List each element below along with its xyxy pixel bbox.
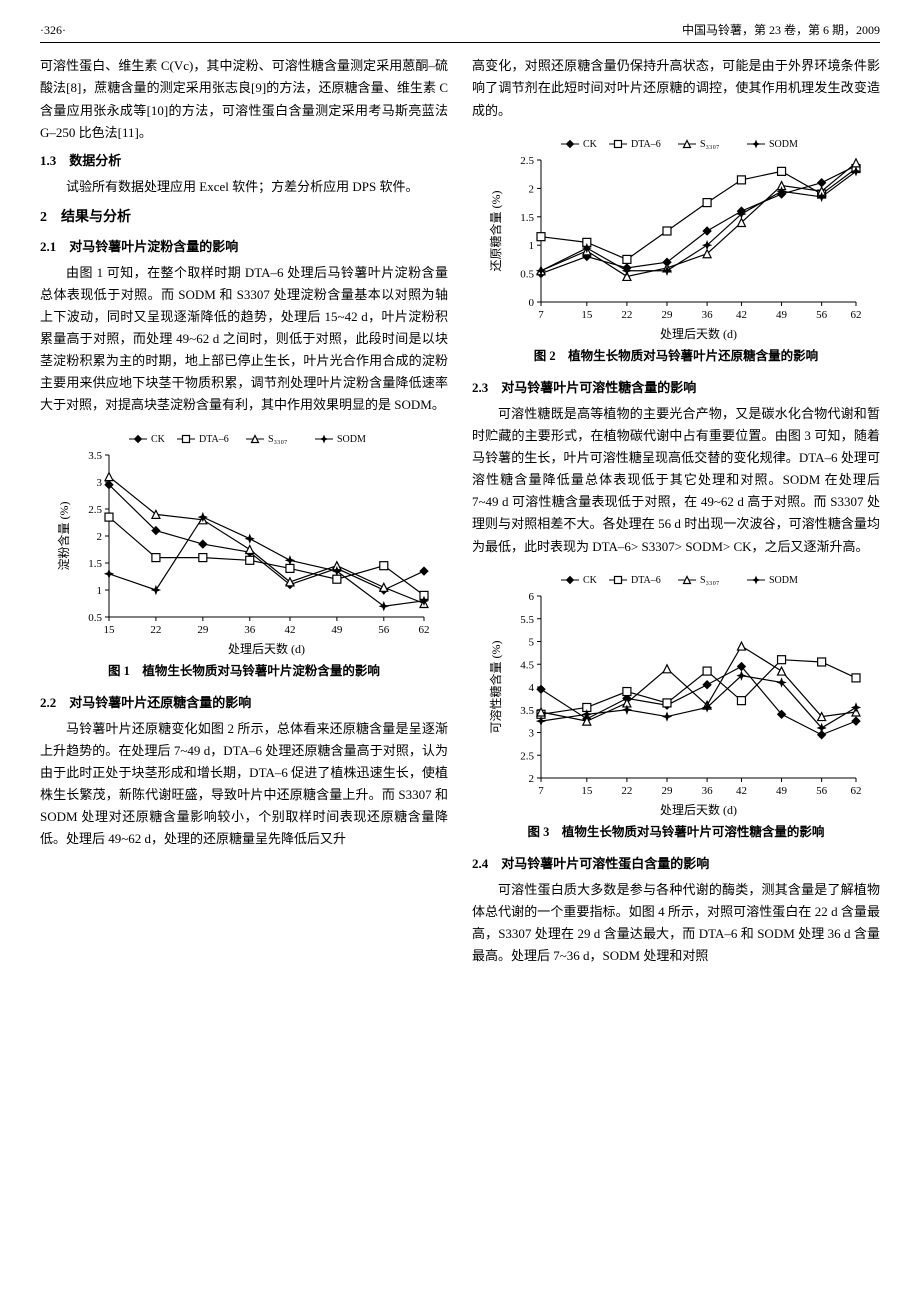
svg-text:56: 56 [378,624,390,636]
svg-text:15: 15 [581,309,593,321]
para: 可溶性蛋白质大多数是参与各种代谢的酶类，测其含量是了解植物体总代谢的一个重要指标… [472,879,880,967]
figure-2: CK DTA–6 S₃₃₀₇ SODM 0 0.5 1 1.5 2 2.5 7 15 22 29 36 42 4… [472,132,880,367]
svg-text:2: 2 [529,773,535,785]
svg-text:49: 49 [776,309,788,321]
svg-text:3.5: 3.5 [88,450,102,462]
svg-text:处理后天数 (d): 处理后天数 (d) [660,802,737,817]
svg-text:CK: CK [583,139,598,150]
svg-text:36: 36 [702,309,714,321]
fig2-caption: 图 2 植物生长物质对马铃薯叶片还原糖含量的影响 [472,346,880,367]
heading-2-4: 2.4 对马铃薯叶片可溶性蛋白含量的影响 [472,853,880,875]
para: 试验所有数据处理应用 Excel 软件；方差分析应用 DPS 软件。 [40,176,448,198]
page-header: ·326· 中国马铃薯，第 23 卷，第 6 期，2009 [40,20,880,43]
fig1-caption: 图 1 植物生长物质对马铃薯叶片淀粉含量的影响 [40,661,448,682]
svg-text:0.5: 0.5 [88,612,102,624]
svg-text:5.5: 5.5 [520,613,534,625]
svg-text:7: 7 [538,785,544,797]
right-column: 高变化，对照还原糖含量仍保持升高状态，可能是由于外界环境条件影响了调节剂在此短时… [472,55,880,969]
svg-text:还原糖含量 (%): 还原糖含量 (%) [488,190,503,271]
svg-text:7: 7 [538,309,544,321]
svg-text:36: 36 [244,624,256,636]
svg-text:淀粉含量 (%): 淀粉含量 (%) [56,501,71,570]
svg-text:42: 42 [736,309,747,321]
svg-text:29: 29 [197,624,209,636]
para: 可溶性糖既是高等植物的主要光合产物，又是碳水化合物代谢和暂时贮藏的主要形式，在植… [472,403,880,558]
svg-text:42: 42 [284,624,295,636]
svg-text:S₃₃₀₇: S₃₃₀₇ [700,139,720,150]
figure-3: CK DTA–6 S₃₃₀₇ SODM 2 2.5 3 3.5 4 4.5 5 5.5 6 7 15 22 29… [472,568,880,843]
svg-text:62: 62 [851,785,862,797]
svg-text:3: 3 [97,477,103,489]
svg-text:36: 36 [702,785,714,797]
svg-text:1.5: 1.5 [88,558,102,570]
svg-text:SODM: SODM [769,575,798,586]
svg-text:0: 0 [529,297,535,309]
svg-text:5: 5 [529,636,535,648]
svg-text:2: 2 [529,183,535,195]
svg-text:DTA–6: DTA–6 [199,434,229,445]
para: 马铃薯叶片还原糖变化如图 2 所示，总体看来还原糖含量是呈逐渐上升趋势的。在处理… [40,718,448,851]
fig3-caption: 图 3 植物生长物质对马铃薯叶片可溶性糖含量的影响 [472,822,880,843]
journal-info: 中国马铃薯，第 23 卷，第 6 期，2009 [682,20,880,40]
svg-text:2.5: 2.5 [520,750,534,762]
svg-text:15: 15 [104,624,116,636]
left-column: 可溶性蛋白、维生素 C(Vc)，其中淀粉、可溶性糖含量测定采用蒽酮–硫酸法[8]… [40,55,448,969]
two-column-layout: 可溶性蛋白、维生素 C(Vc)，其中淀粉、可溶性糖含量测定采用蒽酮–硫酸法[8]… [40,55,880,969]
svg-text:49: 49 [331,624,343,636]
svg-text:22: 22 [150,624,161,636]
svg-text:56: 56 [816,309,828,321]
svg-text:4.5: 4.5 [520,659,534,671]
svg-text:2.5: 2.5 [520,155,534,167]
svg-text:62: 62 [419,624,430,636]
svg-text:62: 62 [851,309,862,321]
svg-text:处理后天数 (d): 处理后天数 (d) [660,326,737,341]
svg-text:2.5: 2.5 [88,504,102,516]
heading-2-3: 2.3 对马铃薯叶片可溶性糖含量的影响 [472,377,880,399]
svg-text:42: 42 [736,785,747,797]
svg-text:1.5: 1.5 [520,211,534,223]
svg-text:6: 6 [529,591,535,603]
svg-text:1: 1 [97,585,103,597]
svg-text:可溶性糖含量 (%): 可溶性糖含量 (%) [488,640,503,733]
svg-text:2: 2 [97,531,103,543]
svg-text:1: 1 [529,240,535,252]
fig2-chart: CK DTA–6 S₃₃₀₇ SODM 0 0.5 1 1.5 2 2.5 7 15 22 29 36 42 4… [486,132,866,342]
svg-text:4: 4 [529,682,535,694]
svg-text:CK: CK [583,575,598,586]
svg-text:22: 22 [621,309,632,321]
svg-text:S₃₃₀₇: S₃₃₀₇ [700,575,720,586]
svg-text:3.5: 3.5 [520,704,534,716]
heading-2: 2 结果与分析 [40,206,448,230]
heading-1-3: 1.3 数据分析 [40,150,448,172]
svg-text:29: 29 [662,309,674,321]
svg-text:SODM: SODM [769,139,798,150]
svg-text:SODM: SODM [337,434,366,445]
heading-2-2: 2.2 对马铃薯叶片还原糖含量的影响 [40,692,448,714]
svg-text:DTA–6: DTA–6 [631,575,661,586]
svg-text:3: 3 [529,727,535,739]
fig3-chart: CK DTA–6 S₃₃₀₇ SODM 2 2.5 3 3.5 4 4.5 5 5.5 6 7 15 22 29… [486,568,866,818]
heading-2-1: 2.1 对马铃薯叶片淀粉含量的影响 [40,236,448,258]
fig1-chart: CK DTA–6 S₃₃₀₇ SODM 0.5 1 1.5 2 2.5 3 3.5 15 22 29 36 4… [54,427,434,657]
svg-text:56: 56 [816,785,828,797]
para: 可溶性蛋白、维生素 C(Vc)，其中淀粉、可溶性糖含量测定采用蒽酮–硫酸法[8]… [40,55,448,143]
svg-text:CK: CK [151,434,166,445]
para: 由图 1 可知，在整个取样时期 DTA–6 处理后马铃薯叶片淀粉含量总体表现低于… [40,262,448,417]
page-number: ·326· [40,20,66,40]
svg-text:29: 29 [662,785,674,797]
svg-text:处理后天数 (d): 处理后天数 (d) [228,641,305,656]
svg-text:S₃₃₀₇: S₃₃₀₇ [268,434,288,445]
svg-text:15: 15 [581,785,593,797]
svg-text:49: 49 [776,785,788,797]
svg-text:0.5: 0.5 [520,268,534,280]
svg-text:22: 22 [621,785,632,797]
para: 高变化，对照还原糖含量仍保持升高状态，可能是由于外界环境条件影响了调节剂在此短时… [472,55,880,121]
figure-1: CK DTA–6 S₃₃₀₇ SODM 0.5 1 1.5 2 2.5 3 3.5 15 22 29 36 4… [40,427,448,682]
svg-text:DTA–6: DTA–6 [631,139,661,150]
